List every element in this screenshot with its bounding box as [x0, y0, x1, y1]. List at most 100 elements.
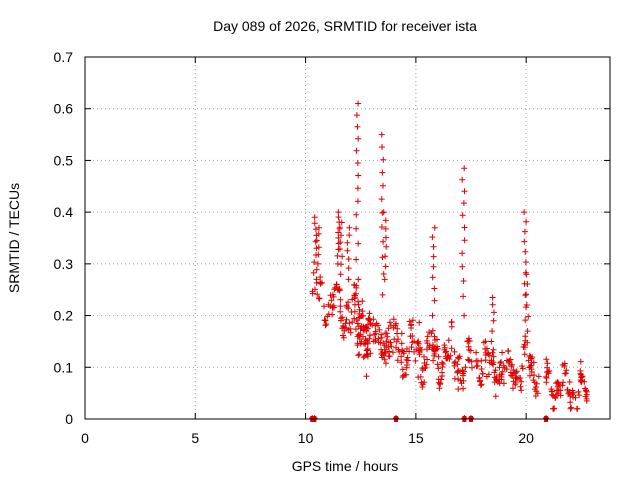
- data-point: [435, 365, 442, 372]
- data-point: [353, 256, 360, 263]
- data-point: [521, 209, 528, 216]
- data-point: [490, 346, 497, 353]
- data-point: [543, 356, 550, 363]
- data-point: [382, 217, 389, 224]
- data-point: [398, 359, 405, 366]
- data-point: [423, 337, 430, 344]
- data-point: [489, 301, 496, 308]
- data-point: [383, 243, 390, 250]
- data-point: [462, 364, 469, 371]
- data-point: [466, 357, 473, 364]
- data-point: [461, 165, 468, 172]
- data-point: [576, 392, 583, 399]
- data-point: [483, 373, 490, 380]
- data-point: [426, 342, 433, 349]
- data-point: [545, 368, 551, 375]
- data-point: [543, 375, 550, 381]
- data-point: [491, 374, 498, 381]
- data-point: [510, 367, 517, 373]
- data-point: [546, 368, 553, 374]
- data-point: [328, 297, 335, 304]
- data-point: [510, 385, 516, 392]
- data-point: [382, 330, 389, 337]
- data-point: [351, 282, 358, 289]
- data-point: [577, 358, 584, 365]
- data-point: [353, 317, 360, 323]
- data-point: [488, 338, 495, 345]
- data-point: [398, 353, 405, 360]
- data-point: [478, 381, 485, 388]
- data-point: [473, 349, 480, 356]
- data-point: [398, 340, 405, 347]
- data-point: [313, 266, 320, 273]
- data-point: [360, 354, 367, 361]
- data-point: [354, 123, 361, 130]
- data-point: [372, 336, 379, 343]
- data-point: [577, 370, 584, 377]
- data-point: [492, 367, 499, 374]
- data-point: [336, 286, 343, 293]
- data-point: [424, 356, 430, 363]
- data-point: [562, 370, 569, 377]
- data-point: [379, 144, 385, 150]
- data-point: [355, 323, 362, 330]
- data-point: [343, 303, 350, 310]
- data-point: [355, 298, 362, 305]
- data-point: [354, 320, 361, 327]
- data-point: [445, 337, 452, 344]
- data-point: [424, 333, 431, 340]
- data-point: [521, 238, 528, 245]
- data-point: [394, 357, 401, 364]
- data-point: [522, 292, 529, 299]
- data-point: [330, 293, 337, 300]
- data-point: [329, 311, 336, 318]
- data-point: [451, 362, 458, 369]
- y-tick-label: 0.3: [54, 256, 74, 272]
- data-point: [313, 237, 320, 244]
- data-point: [412, 357, 419, 364]
- x-tick-label: 15: [408, 430, 424, 446]
- data-point: [496, 376, 503, 383]
- data-point: [459, 212, 466, 219]
- data-point: [382, 263, 389, 270]
- data-point: [314, 260, 321, 267]
- data-point: [378, 331, 385, 338]
- data-point: [443, 355, 450, 362]
- data-point: [522, 333, 529, 340]
- data-point: [424, 346, 430, 353]
- data-point: [315, 230, 322, 237]
- data-point: [429, 234, 436, 241]
- data-point: [533, 388, 540, 395]
- data-point: [568, 404, 575, 411]
- data-point: [523, 291, 530, 298]
- data-point: [465, 356, 472, 363]
- data-point: [378, 131, 385, 138]
- data-point: [310, 269, 317, 276]
- data-point: [363, 324, 370, 331]
- data-point: [383, 338, 390, 345]
- data-point: [312, 238, 319, 245]
- data-point: [522, 248, 529, 255]
- data-point: [567, 405, 574, 412]
- data-point: [519, 363, 525, 370]
- data-point: [367, 350, 374, 357]
- data-point: [461, 312, 468, 319]
- data-point: [337, 303, 344, 310]
- x-axis-label: GPS time / hours: [292, 458, 399, 474]
- data-point: [499, 349, 506, 356]
- data-point: [379, 291, 386, 298]
- data-point: [313, 276, 320, 283]
- data-point: [572, 394, 579, 401]
- data-point: [581, 378, 588, 385]
- data-point: [356, 351, 363, 358]
- data-point: [363, 373, 370, 380]
- data-point: [344, 247, 351, 254]
- data-point: [513, 374, 520, 381]
- data-point: [345, 265, 352, 272]
- data-point: [329, 304, 336, 311]
- data-point: [503, 366, 510, 373]
- data-point: [431, 224, 438, 231]
- data-point: [454, 368, 461, 375]
- data-point: [553, 380, 560, 387]
